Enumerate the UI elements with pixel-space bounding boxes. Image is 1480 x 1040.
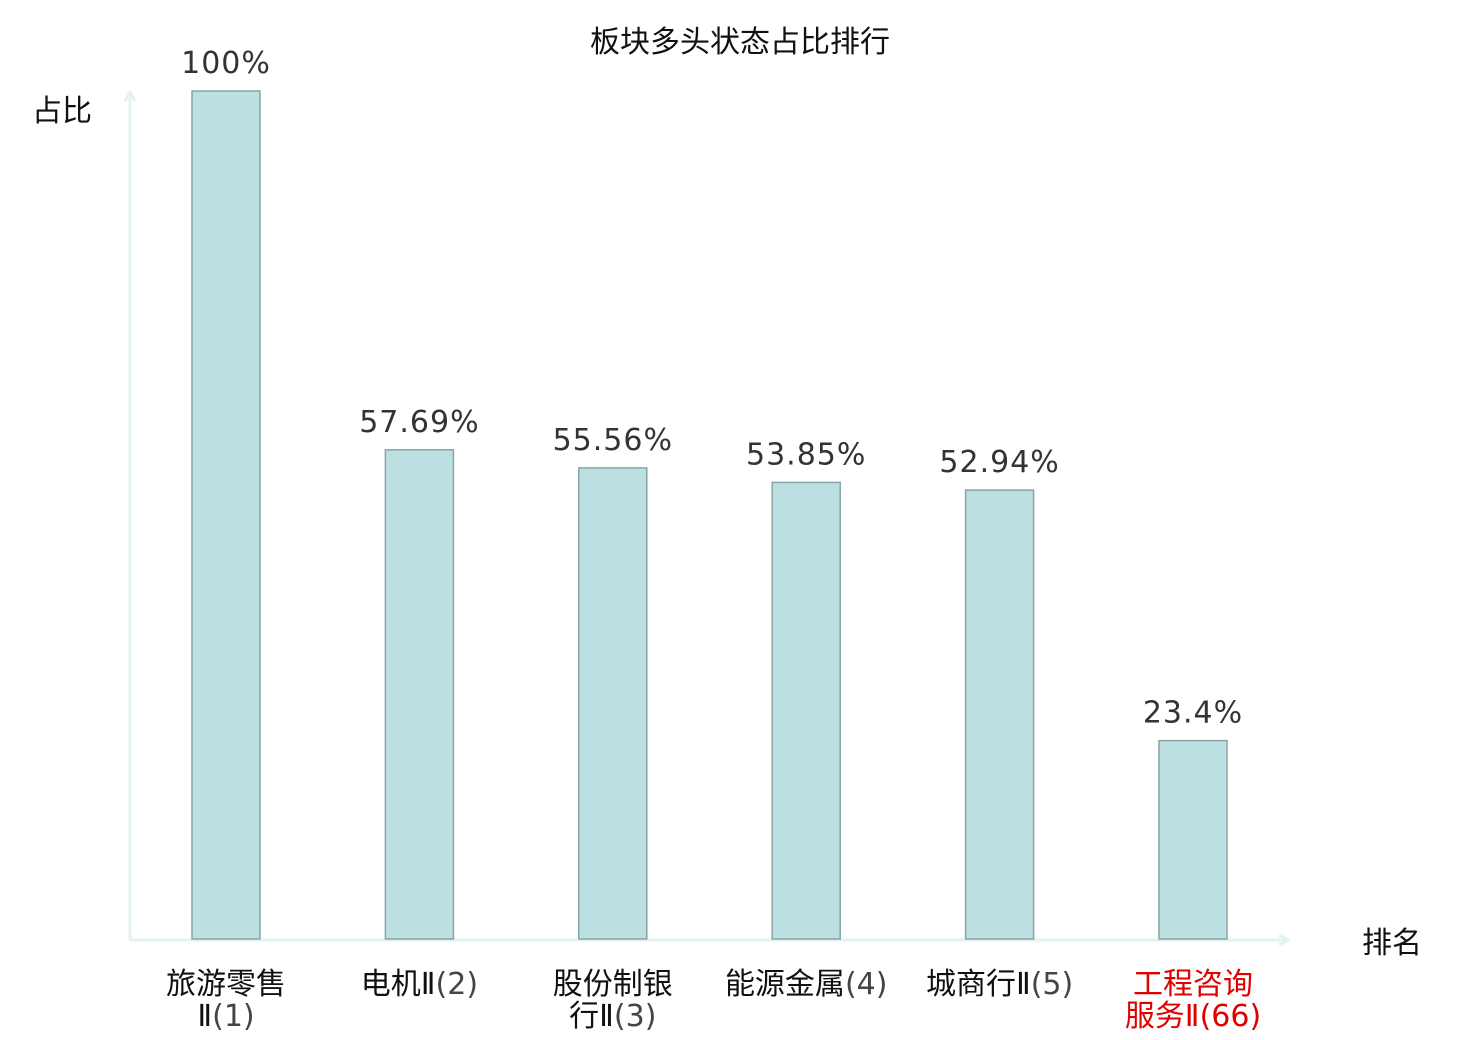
category-label-2-line-1: 电机Ⅱ(2): [361, 967, 478, 1002]
bar-5: [964, 489, 1035, 940]
bar-3: [578, 467, 648, 940]
value-labels-layer: 100% 57.69% 55.56% 53.85% 52.94% 23.4%: [181, 46, 1243, 731]
category-label-1-line-1: 旅游零售: [166, 967, 286, 1002]
value-label-6: 23.4%: [1143, 696, 1243, 731]
bar-6: [1158, 739, 1228, 940]
category-label-6-line-2: 服务Ⅱ(66): [1125, 999, 1261, 1034]
y-axis-label: 占比: [32, 94, 92, 129]
bar-4: [771, 481, 841, 940]
chart-title: 板块多头状态占比排行: [590, 25, 890, 60]
value-label-2: 57.69%: [359, 405, 479, 440]
bar-1: [191, 90, 261, 940]
bars-layer: [191, 90, 1228, 940]
bar-2: [384, 449, 455, 940]
value-label-3: 55.56%: [553, 423, 673, 458]
value-label-5: 52.94%: [939, 445, 1059, 480]
value-label-4: 53.85%: [746, 437, 866, 472]
value-label-1: 100%: [181, 46, 271, 81]
x-axis-label: 排名: [1362, 926, 1422, 961]
category-label-4-line-1: 能源金属(4): [725, 967, 888, 1002]
category-label-3-line-2: 行Ⅱ(3): [569, 999, 656, 1034]
category-label-1-line-2: Ⅱ(1): [197, 999, 254, 1034]
category-label-3-line-1: 股份制银: [553, 967, 673, 1002]
category-label-5-line-1: 城商行Ⅱ(5): [926, 967, 1073, 1002]
category-label-6-line-1: 工程咨询: [1133, 967, 1253, 1002]
